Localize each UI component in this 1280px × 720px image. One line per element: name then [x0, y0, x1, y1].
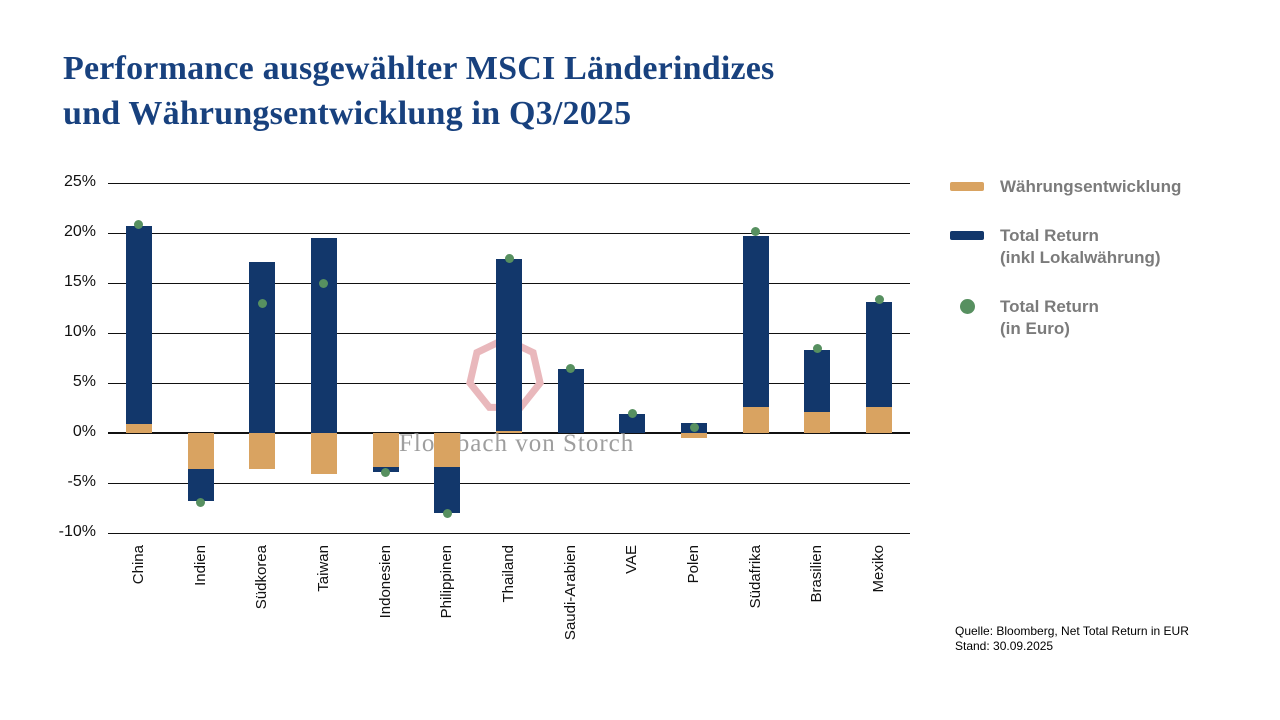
bar-total-return-local-China [125, 226, 152, 424]
bar-total-return-local-Philippinen [434, 467, 461, 513]
dot-total-return-euro-Saudi-Arabien [566, 363, 576, 373]
x-axis-label-Indonesien: Indonesien [376, 545, 394, 619]
bar-total-return-local-Indien [187, 469, 214, 501]
x-axis-label-Philippinen: Philippinen [438, 545, 456, 619]
y-axis-tick-label: 20% [63, 223, 96, 240]
y-axis-tick-label: -5% [67, 473, 96, 490]
bar-total-return-local-Saudi-Arabien [557, 369, 584, 433]
bar-total-return-local-VAE [619, 414, 646, 433]
source-line1: Quelle: Bloomberg, Net Total Return in E… [955, 624, 1189, 638]
dot-total-return-euro-Indien [196, 497, 206, 507]
legend-label-total-euro-line2: (in Euro) [1000, 319, 1070, 338]
bar-total-return-local-Südafrika [742, 236, 769, 407]
bar-currency-Polen [681, 433, 708, 438]
gridline--10 [108, 532, 910, 534]
legend-item-total-euro: Total Return (in Euro) [950, 296, 1250, 340]
x-axis-label-Saudi-Arabien: Saudi-Arabien [561, 545, 579, 641]
x-axis-label-Brasilien: Brasilien [808, 545, 826, 603]
x-axis-label-Thailand: Thailand [500, 545, 517, 603]
dot-total-return-euro-Polen [689, 422, 699, 432]
x-axis-label-Indien: Indien [191, 545, 209, 586]
dot-total-return-euro-Mexiko [874, 294, 884, 304]
bar-total-return-local-Thailand [496, 259, 522, 431]
currency-swatch [950, 182, 984, 191]
x-axis-label-Taiwan: Taiwan [314, 545, 332, 592]
x-axis-label-VAE: VAE [623, 545, 641, 574]
page-title-line1: Performance ausgewählter MSCI Länderindi… [63, 50, 775, 87]
legend-item-total-local: Total Return (inkl Lokalwährung) [950, 225, 1250, 269]
legend-label-total-euro-line1: Total Return [1000, 297, 1099, 316]
legend-item-currency: Währungsentwicklung [950, 176, 1250, 198]
bar-currency-Taiwan [310, 433, 337, 474]
bar-currency-Philippinen [434, 433, 461, 467]
dot-total-return-euro-Südkorea [257, 298, 267, 308]
page-title: Performance ausgewählter MSCI Länderindi… [63, 46, 775, 136]
y-axis-tick-label: 25% [63, 173, 96, 190]
bar-total-return-local-Taiwan [310, 238, 337, 433]
y-axis-tick-label: 0% [72, 423, 96, 440]
bar-currency-Mexiko [866, 407, 893, 433]
bar-currency-Indien [187, 433, 214, 469]
x-axis-label-China: China [129, 545, 147, 585]
gridline--5 [108, 482, 910, 484]
legend-label-total-local-line1: Total Return [1000, 226, 1099, 245]
bar-total-return-local-Mexiko [866, 302, 893, 407]
total-return-local-swatch [950, 231, 984, 240]
gridline-25 [108, 182, 910, 184]
dot-total-return-euro-Brasilien [812, 343, 822, 353]
gridline-0 [108, 432, 910, 434]
y-axis-tick-label: 10% [63, 323, 96, 340]
dot-total-return-euro-Indonesien [381, 467, 391, 477]
page-title-line2: und Währungsentwicklung in Q3/2025 [63, 95, 632, 132]
legend-label-currency: Währungsentwicklung [1000, 177, 1182, 196]
bar-currency-Brasilien [804, 412, 831, 433]
dot-total-return-euro-Südafrika [751, 226, 761, 236]
bar-currency-Indonesien [372, 433, 399, 467]
dot-total-return-euro-Taiwan [319, 278, 329, 288]
chart-legend: Währungsentwicklung Total Return (inkl L… [950, 176, 1250, 367]
bar-currency-Thailand [496, 431, 522, 433]
y-axis-tick-label: 15% [63, 273, 96, 290]
dot-total-return-euro-Philippinen [442, 508, 452, 518]
source-line2: Stand: 30.09.2025 [955, 639, 1054, 653]
x-axis-label-Polen: Polen [685, 545, 703, 584]
x-axis-label-Südafrika: Südafrika [746, 545, 764, 609]
source-note: Quelle: Bloomberg, Net Total Return in E… [955, 624, 1189, 654]
dot-total-return-euro-VAE [627, 408, 637, 418]
dot-total-return-euro-Thailand [504, 253, 514, 263]
gridline-20 [108, 232, 910, 234]
bar-currency-Südafrika [742, 407, 769, 433]
bar-currency-Südkorea [249, 433, 276, 469]
x-axis-label-Südkorea: Südkorea [253, 545, 271, 610]
y-axis-tick-label: -10% [58, 523, 96, 540]
bar-total-return-local-Brasilien [804, 350, 831, 412]
y-axis-tick-label: 5% [72, 373, 96, 390]
total-return-euro-dot [960, 299, 975, 314]
legend-label-total-euro: Total Return (in Euro) [1000, 296, 1099, 340]
legend-label-total-local-line2: (inkl Lokalwährung) [1000, 248, 1161, 267]
dot-total-return-euro-China [134, 219, 144, 229]
legend-label-total-local: Total Return (inkl Lokalwährung) [1000, 225, 1161, 269]
bar-currency-China [125, 424, 152, 433]
bar-total-return-local-Südkorea [249, 262, 276, 433]
x-axis-label-Mexiko: Mexiko [870, 545, 888, 593]
